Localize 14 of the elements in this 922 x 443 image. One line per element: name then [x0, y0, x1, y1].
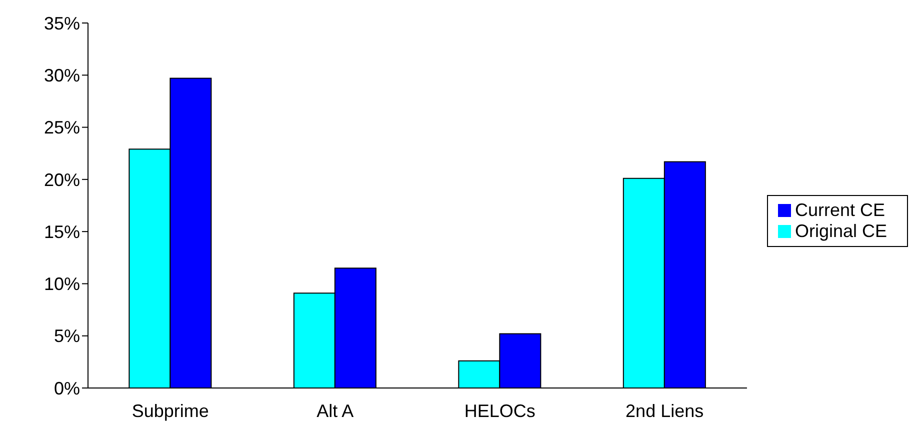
- x-tick-label: HELOCs: [464, 400, 536, 421]
- legend-label: Original CE: [794, 220, 887, 240]
- y-tick-label: 20%: [44, 170, 80, 190]
- y-tick-label: 15%: [44, 222, 80, 242]
- x-tick-label: 2nd Liens: [626, 400, 704, 421]
- y-tick-label: 30%: [44, 66, 80, 86]
- y-tick-label: 25%: [44, 118, 80, 138]
- legend-label: Current CE: [794, 200, 885, 220]
- y-tick-label: 5%: [54, 326, 80, 346]
- x-tick-label: Alt A: [316, 400, 354, 421]
- y-tick-label: 10%: [44, 274, 80, 294]
- y-tick-label: 0%: [54, 378, 80, 398]
- y-tick-label: 35%: [44, 13, 80, 34]
- x-tick-label: Subprime: [132, 400, 209, 421]
